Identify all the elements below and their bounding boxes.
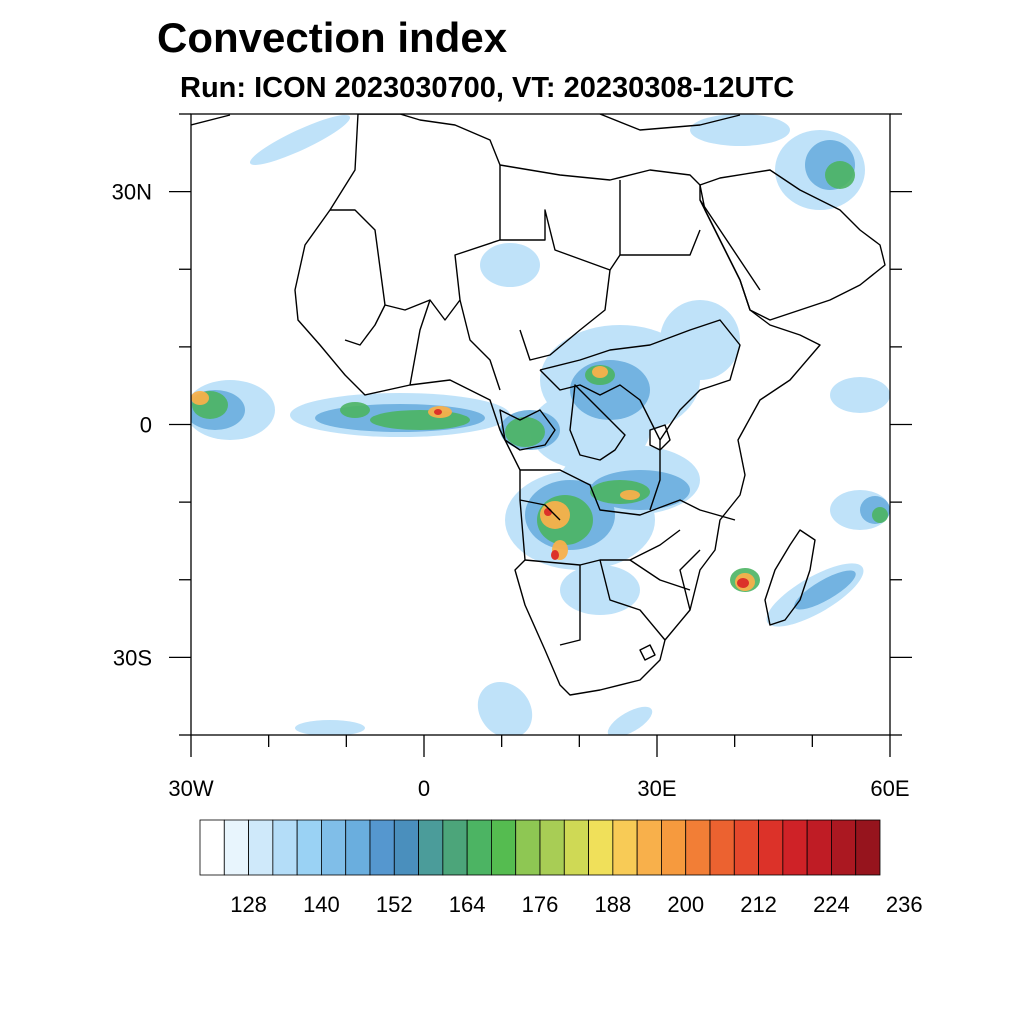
colorbar-swatch [733,819,759,876]
colorbar-swatch [758,819,784,876]
convection-field-layer [191,114,890,735]
colorbar: 128 140 152 164 176 188 200 212 224 236 [199,819,923,917]
colorbar-swatch [709,819,735,876]
lon-tick-label: 0 [418,776,430,801]
colorbar-swatch [248,819,274,876]
colorbar-swatch [588,819,614,876]
colorbar-swatch [855,819,881,876]
lon-tick-label: 30W [168,776,213,801]
colorbar-swatch [685,819,711,876]
chart-title: Convection index [157,14,508,61]
colorbar-swatch [442,819,468,876]
axis-ticks: 30W 0 30E 60E 30N 0 30S [112,113,912,801]
colorbar-swatch [661,819,687,876]
colorbar-label: 200 [667,892,704,917]
colorbar-swatch [418,819,444,876]
colorbar-label: 236 [886,892,923,917]
colorbar-swatch [806,819,832,876]
lon-tick-label: 30E [637,776,676,801]
colorbar-swatch [491,819,517,876]
colorbar-label: 188 [594,892,631,917]
colorbar-label: 212 [740,892,777,917]
lat-tick-label: 0 [140,413,152,438]
colorbar-swatch [636,819,662,876]
colorbar-swatch [782,819,808,876]
colorbar-label: 140 [303,892,340,917]
colorbar-swatch [539,819,565,876]
colorbar-swatch [393,819,419,876]
colorbar-label: 224 [813,892,850,917]
colorbar-swatch [321,819,347,876]
colorbar-swatch [466,819,492,876]
chart-subtitle: Run: ICON 2023030700, VT: 20230308-12UTC [180,72,795,104]
coastline-layer [191,114,886,696]
colorbar-swatch [272,819,298,876]
colorbar-swatch [296,819,322,876]
lat-tick-label: 30N [112,180,152,205]
colorbar-swatch [369,819,395,876]
colorbar-label: 128 [230,892,267,917]
colorbar-swatch [612,819,638,876]
colorbar-swatch [563,819,589,876]
colorbar-swatch [345,819,371,876]
colorbar-swatch [515,819,541,876]
colorbar-label: 176 [522,892,559,917]
colorbar-label: 152 [376,892,413,917]
colorbar-swatch [223,819,249,876]
colorbar-label: 164 [449,892,486,917]
colorbar-swatch [199,819,225,876]
lon-tick-label: 60E [870,776,909,801]
lat-tick-label: 30S [113,645,152,670]
colorbar-swatch [831,819,857,876]
